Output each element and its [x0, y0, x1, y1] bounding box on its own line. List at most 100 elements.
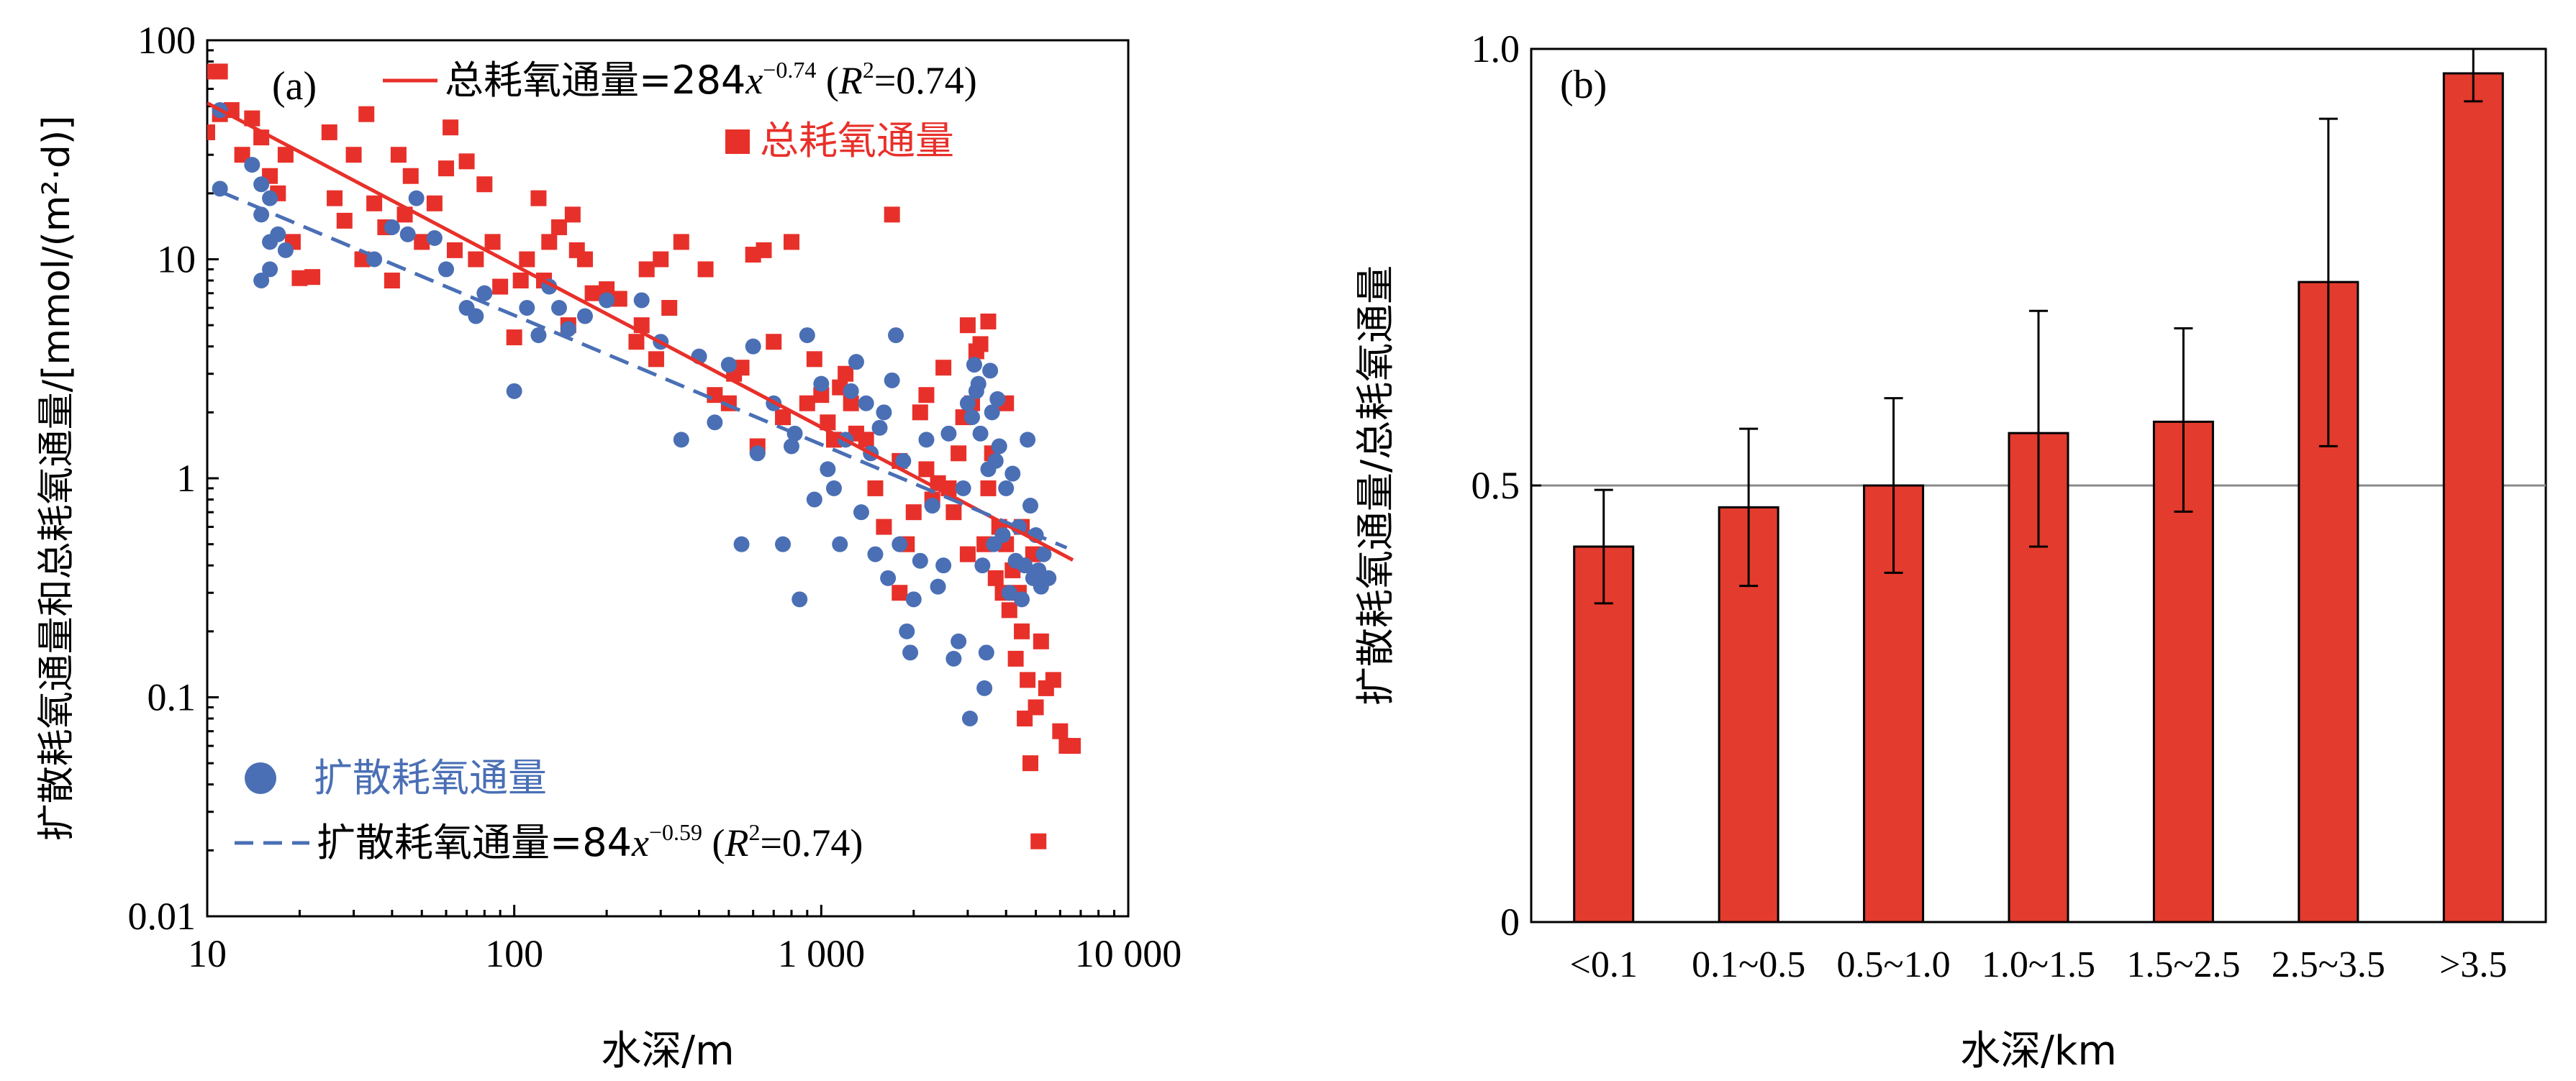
diffusive-flux-point [426, 229, 443, 246]
total-flux-point [884, 206, 900, 223]
panel-a-x-ticks: 10 100 1 000 10 000 [188, 905, 1182, 975]
diffusive-flux-point [799, 327, 815, 344]
total-flux-point [918, 461, 935, 478]
total-flux-point [611, 291, 627, 307]
diffusive-flux-point [955, 480, 971, 496]
diffusive-flux-point [813, 375, 830, 392]
diffusive-flux-point [832, 536, 848, 552]
legend-total-fit-open: ( [816, 59, 838, 102]
total-flux-point [733, 360, 750, 376]
diffusive-flux-point [853, 504, 869, 521]
total-flux-point [905, 504, 922, 521]
total-flux-point [980, 480, 997, 496]
total-flux-point [244, 110, 260, 127]
total-flux-point [1052, 723, 1069, 739]
total-flux-point [327, 190, 343, 206]
total-flux-point [345, 147, 362, 163]
y-tick-label: 100 [137, 19, 196, 62]
total-flux-point [446, 242, 463, 258]
total-flux-point [541, 234, 558, 250]
legend-total-fit-exp: −0.74 [763, 57, 816, 83]
diffusive-flux-point [749, 445, 766, 462]
diffusive-flux-point [262, 190, 278, 206]
panel-a-legend: 总耗氧通量=284x−0.74 (R2=0.74) 总耗氧通量 扩散耗氧通量 扩… [235, 57, 977, 865]
total-flux-point [1001, 602, 1017, 619]
diffusive-flux-point [972, 425, 989, 442]
diffusive-flux-fit-line [219, 189, 1068, 549]
diffusive-flux-point [892, 536, 908, 552]
total-flux-point [551, 219, 568, 236]
diffusive-flux-point [530, 327, 547, 344]
total-flux-point [697, 261, 714, 278]
legend-diffusive-fit-r: R [724, 821, 748, 865]
diffusive-flux-point [1017, 557, 1033, 574]
diffusive-flux-point [912, 552, 928, 569]
total-flux-point [959, 317, 976, 334]
diffusive-flux-point [970, 375, 987, 392]
total-flux-point [959, 546, 976, 562]
diffusive-flux-point [935, 557, 952, 574]
total-flux-point [628, 334, 645, 350]
panel-a-label: (a) [272, 64, 317, 109]
legend-total-label: 总耗氧通量 [760, 118, 954, 163]
total-flux-point [234, 147, 250, 163]
total-flux-point [584, 285, 601, 301]
diffusive-flux-point [843, 383, 859, 399]
total-flux-point [390, 147, 407, 163]
diffusive-flux-point [974, 557, 991, 574]
total-flux-point [402, 168, 419, 184]
panel-b-x-ticks: <0.1 0.1~0.5 0.5~1.0 1.0~1.5 1.5~2.5 2.5~3.5 >… [1570, 944, 2508, 985]
diffusive-flux-point [820, 461, 836, 478]
legend-diffusive-fit-open: ( [702, 821, 725, 865]
panel-b-x-axis-label: 水深/km [1960, 1028, 2117, 1075]
y-tick-label: 0.01 [128, 895, 196, 938]
diffusive-flux-point [468, 308, 484, 324]
panel-a-y-ticks: 0.01 0.1 1 10 100 [128, 19, 219, 938]
diffusive-flux-point [930, 578, 946, 595]
diffusive-flux-point [867, 546, 884, 562]
diffusive-flux-point [399, 226, 416, 242]
y-tick-label: 0.5 [1471, 464, 1520, 507]
diffusive-flux-point [519, 300, 535, 316]
y-tick-label: 10 [157, 238, 196, 281]
diffusive-flux-point [987, 452, 1004, 469]
total-flux-point [756, 242, 772, 258]
legend-diffusive-fit-prefix: 扩散耗氧通量=84 [317, 820, 632, 865]
diffusive-flux-point [918, 432, 935, 448]
total-flux-point [638, 261, 655, 278]
total-flux-point [1020, 672, 1036, 688]
legend-total-fit-prefix: 总耗氧通量=284 [445, 58, 745, 103]
total-flux-point [443, 119, 459, 136]
total-flux-point [766, 334, 782, 350]
total-flux-point [564, 206, 581, 223]
diffusive-flux-point [253, 273, 270, 289]
total-flux-point [935, 360, 952, 376]
x-tick-label: 100 [485, 932, 543, 975]
diffusive-flux-point [871, 419, 888, 436]
diffusive-flux-point [825, 480, 842, 496]
diffusive-flux-point [1035, 546, 1052, 562]
total-flux-point [506, 329, 522, 346]
x-tick-label: 0.1~0.5 [1692, 944, 1805, 985]
x-tick-label: 1.0~1.5 [1982, 944, 2095, 985]
legend-diffusive-fit-r2sup: 2 [748, 819, 760, 845]
legend-diffusive-fit-label: 扩散耗氧通量=84x−0.59 (R2=0.74) [317, 819, 863, 865]
y-tick-label: 0 [1500, 900, 1520, 944]
diffusive-flux-point [599, 292, 615, 309]
total-flux-point [892, 585, 908, 601]
bar [1573, 545, 1635, 923]
diffusive-flux-point [408, 190, 425, 206]
total-flux-point [291, 270, 308, 286]
y-tick-label: 1.0 [1471, 27, 1520, 70]
total-flux-point [972, 336, 989, 352]
total-flux-point [414, 234, 430, 250]
total-flux-point [599, 281, 615, 298]
total-flux-point [783, 234, 799, 250]
legend-total-fit-r2val: =0.74) [874, 59, 977, 102]
legend-total-fit-r2sup: 2 [863, 57, 874, 83]
total-flux-fit-line [207, 101, 1074, 562]
diffusive-flux-point [966, 357, 982, 373]
bar [2442, 72, 2504, 923]
total-flux-point [1007, 650, 1024, 667]
diffusive-flux-point [551, 300, 568, 316]
